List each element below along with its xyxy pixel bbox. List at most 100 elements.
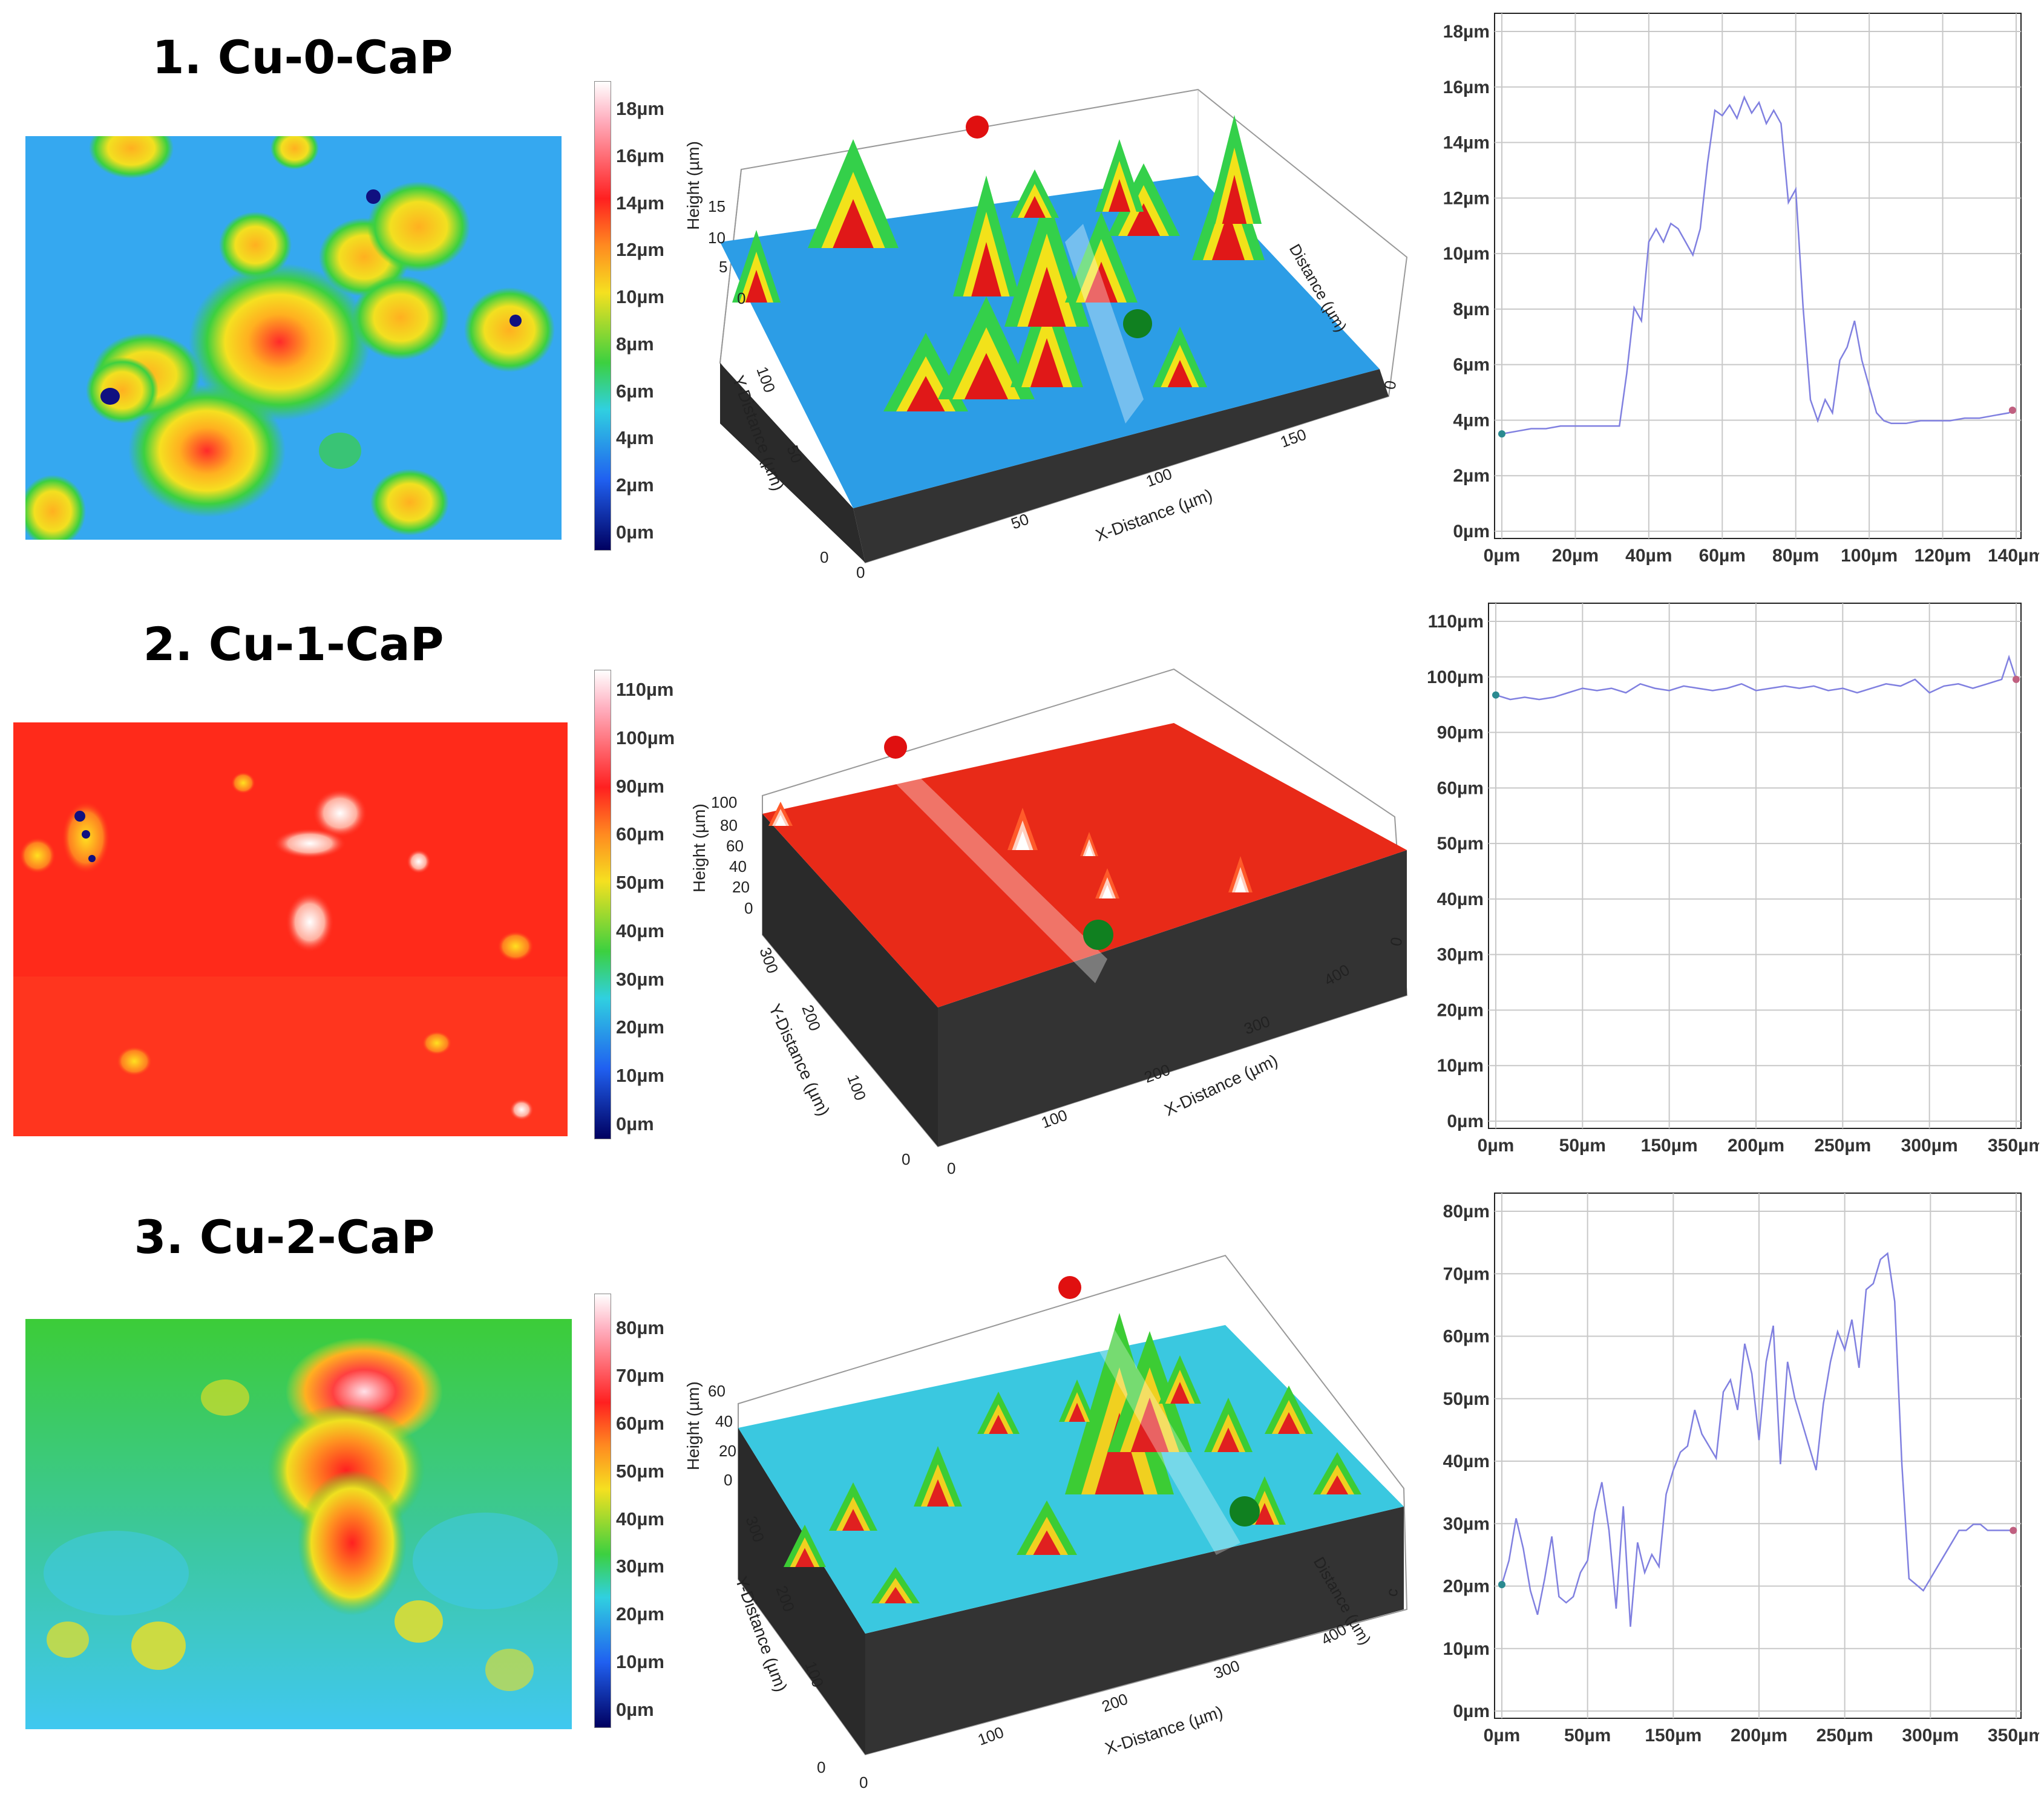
- row3-z-tick-1: 40: [715, 1412, 733, 1430]
- row1-z-axis-title: Height (µm): [684, 141, 703, 230]
- row2-colorbar-label: 110µm: [616, 679, 674, 700]
- row3-profile-line: [1501, 1252, 2014, 1627]
- row2-z-axis-title: Height (µm): [690, 803, 709, 892]
- row3-y-tick-label: 80µm: [1443, 1202, 1490, 1222]
- row2-y-tick-label: 0µm: [1447, 1111, 1484, 1131]
- row1-y-tick-label: 18µm: [1443, 22, 1490, 42]
- row2-colorbar-label: 40µm: [616, 920, 664, 941]
- surface-peak: [795, 1548, 814, 1567]
- row3-heatmap: [25, 1319, 572, 1729]
- row1-x-tick-label: 60µm: [1699, 546, 1746, 566]
- row2-y-tick-label: 110µm: [1428, 612, 1484, 632]
- row3-back-tick: c: [1382, 1587, 1401, 1598]
- row3-y-tick-label: 20µm: [1443, 1577, 1490, 1597]
- row3-x-tick-label: 150µm: [1645, 1726, 1702, 1746]
- row3-y-tick-label: 70µm: [1443, 1264, 1490, 1284]
- row3-z-tick-2: 20: [719, 1442, 736, 1460]
- row3-profile-end-point: [2010, 1526, 2017, 1534]
- row2-colorbar-label: 60µm: [616, 823, 664, 845]
- row2-profile-chart: 0µm 10µm 20µm 30µm 40µm 50µm 60µm 90µm 100µm 110µ…: [1427, 603, 2039, 1156]
- row2-y-tick-3: 0: [902, 1150, 910, 1168]
- row2-profile-start-point: [1492, 691, 1499, 699]
- row3-surface-plot: Height (µm) 60 40 20 0 300 200 Y-Distanc…: [684, 1254, 1408, 1792]
- surface-peak: [745, 270, 767, 303]
- row1-y-tick-0: 100: [753, 364, 779, 395]
- row2-colorbar-label: 0µm: [616, 1113, 654, 1134]
- row1-x-tick-label: 80µm: [1772, 546, 1819, 566]
- row3-z-axis-title: Height (µm): [684, 1381, 703, 1470]
- surface-peak: [1015, 831, 1030, 850]
- surface-peak: [1326, 1475, 1348, 1494]
- row1-profile-start-point: [1498, 430, 1505, 438]
- row1-colorbar-label: 8µm: [616, 333, 654, 355]
- row2-surface-peaks: [768, 802, 1253, 898]
- row3-z-tick-3: 0: [724, 1471, 732, 1489]
- surface-peak: [1069, 1402, 1086, 1422]
- row1-colorbar-label: 2µm: [616, 474, 654, 496]
- row3-y-tick-label: 40µm: [1443, 1451, 1490, 1471]
- row1-z-tick-1: 10: [708, 229, 726, 247]
- row1-colorbar-label: 16µm: [616, 145, 664, 166]
- row3-y-tick-label: 10µm: [1443, 1639, 1490, 1659]
- row2-x-tick-label: 250µm: [1814, 1136, 1871, 1156]
- row2-z-tick-0: 100: [711, 793, 737, 811]
- row2-title: 2. Cu-1-CaP: [143, 617, 444, 671]
- row3-colorbar-label: 60µm: [616, 1412, 664, 1434]
- row3-x-tick-label: 350µm: [1988, 1726, 2039, 1746]
- row3-profile-end-marker[interactable]: [1230, 1496, 1260, 1526]
- row1-colorbar-label: 0µm: [616, 522, 654, 543]
- surface-peak: [1109, 179, 1130, 212]
- row2-back-tick: 0: [1386, 936, 1406, 947]
- row2-x-tick-label: 300µm: [1901, 1136, 1958, 1156]
- surface-peak: [927, 1479, 949, 1507]
- surface-peak: [833, 199, 874, 248]
- row3-colorbar-label: 50µm: [616, 1460, 664, 1482]
- row3-x-axis-title: X-Distance (µm): [1102, 1703, 1225, 1758]
- row2-profile-line: [1495, 654, 2017, 701]
- row2-y-tick-2: 100: [843, 1072, 870, 1103]
- row1-back-tick: 0: [1380, 379, 1400, 391]
- row1-y-tick-label: 8µm: [1453, 299, 1490, 319]
- row2-profile-end-marker[interactable]: [1083, 920, 1113, 950]
- row1-y-tick-label: 0µm: [1453, 522, 1490, 542]
- row2-x-tick-label: 150µm: [1641, 1136, 1698, 1156]
- row1-colorbar-label: 18µm: [616, 98, 664, 119]
- row1-profile-end-marker[interactable]: [1123, 309, 1152, 338]
- row2-y-tick-label: 60µm: [1437, 778, 1484, 798]
- surface-peak: [971, 242, 1001, 296]
- row2-x-tick-label: 0µm: [1478, 1136, 1515, 1156]
- row3-plot-frame: [1494, 1193, 2022, 1719]
- row1-y-tick-2: 0: [820, 548, 828, 566]
- surface-peak: [1235, 876, 1246, 892]
- row3-x-tick-0: 0: [859, 1773, 868, 1792]
- row1-colorbar-label: 12µm: [616, 239, 664, 261]
- row1-colorbar-label: 6µm: [616, 380, 654, 402]
- surface-peak: [1085, 845, 1093, 856]
- surface-peak: [1127, 203, 1160, 236]
- row2-profile-start-marker[interactable]: [884, 736, 907, 759]
- row3-colorbar-label: 80µm: [616, 1317, 664, 1338]
- row2-y-tick-label: 20µm: [1437, 1000, 1484, 1020]
- row1-x-axis-title: X-Distance (µm): [1093, 485, 1214, 545]
- surface-peak: [1024, 196, 1046, 218]
- row1-profile-start-marker[interactable]: [966, 116, 989, 139]
- row3-x-tick-label: 250µm: [1816, 1726, 1873, 1746]
- surface-peak: [1030, 338, 1063, 387]
- row1-x-tick-label: 0µm: [1484, 546, 1521, 566]
- row3-profile-chart: 0µm 10µm 20µm 30µm 40µm 50µm 60µm 70µm 80µm 0µm 50…: [1443, 1193, 2039, 1746]
- row1-title: 1. Cu-0-CaP: [152, 30, 453, 84]
- row2-plot-frame: [1488, 603, 2022, 1129]
- surface-peak: [1085, 261, 1118, 303]
- row1-x-tick-label: 120µm: [1915, 546, 1971, 566]
- row2-x-tick-0: 0: [947, 1159, 955, 1177]
- row2-surface-plot: Height (µm) 100 80 60 40 20 0 300 200 Y-…: [690, 669, 1408, 1177]
- row1-y-tick-label: 2µm: [1453, 466, 1490, 486]
- row3-profile-start-marker[interactable]: [1058, 1276, 1081, 1299]
- row2-colorbar-label: 30µm: [616, 968, 664, 990]
- row1-y-tick-label: 10µm: [1443, 244, 1490, 264]
- row1-x-tick-0: 0: [856, 563, 865, 581]
- row2-y-tick-label: 90µm: [1437, 723, 1484, 743]
- row3-colorbar-label: 10µm: [616, 1651, 664, 1673]
- row2-z-tick-3: 40: [729, 857, 747, 875]
- row1-z-tick-2: 5: [719, 258, 727, 276]
